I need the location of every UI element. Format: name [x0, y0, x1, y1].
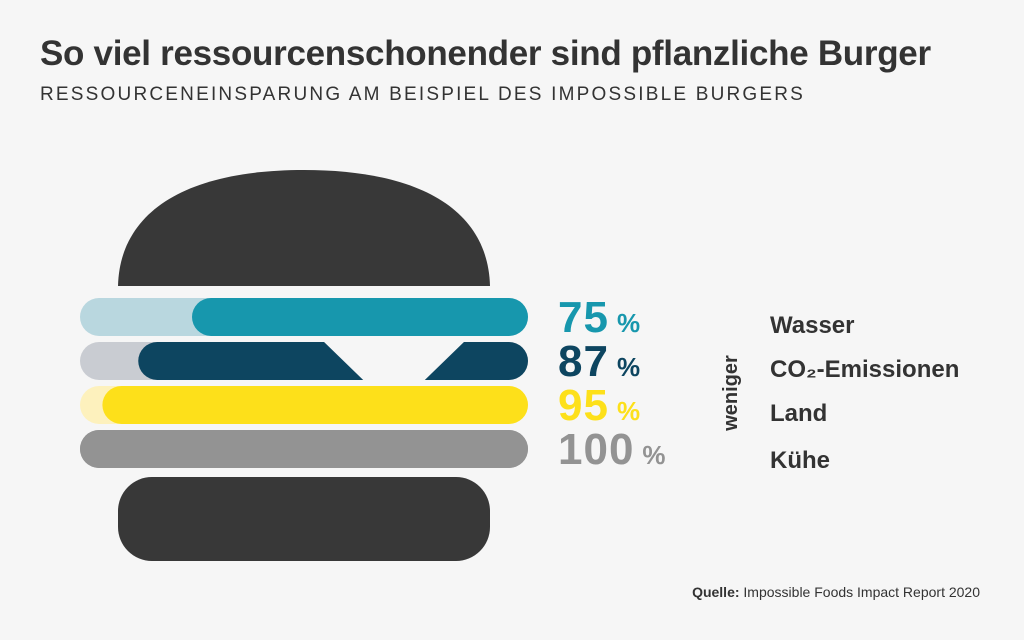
page-subtitle: RESSOURCENEINSPARUNG AM BEISPIEL DES IMP… — [40, 84, 806, 105]
value-number: 75 — [558, 293, 609, 342]
percent-sign: % — [616, 352, 641, 382]
bottom-bun — [118, 477, 490, 561]
category-label-wasser: Wasser — [770, 312, 855, 339]
cheese-notch — [322, 340, 466, 408]
bar-wasser — [192, 298, 528, 336]
value-label-co-emissionen: 87% — [558, 340, 640, 384]
bar-land — [102, 386, 529, 424]
value-label-wasser: 75% — [558, 296, 640, 340]
percent-sign: % — [616, 308, 641, 338]
category-label-k-he: Kühe — [770, 447, 830, 474]
bar-k-he — [80, 430, 528, 468]
weniger-label: weniger — [720, 355, 742, 431]
percent-sign: % — [642, 440, 666, 470]
page-title: So viel ressourcenschonender sind pflanz… — [40, 34, 931, 73]
source-label: Quelle: — [692, 584, 740, 600]
source-text: Impossible Foods Impact Report 2020 — [743, 584, 980, 600]
value-number: 87 — [558, 337, 609, 386]
category-label-land: Land — [770, 400, 828, 427]
value-label-k-he: 100% — [558, 428, 666, 472]
top-bun — [118, 170, 490, 286]
category-label-co-emissionen: CO₂-Emissionen — [770, 356, 960, 383]
value-number: 95 — [558, 381, 609, 430]
percent-sign: % — [616, 396, 641, 426]
value-number: 100 — [558, 425, 635, 474]
value-label-land: 95% — [558, 384, 640, 428]
bar-group — [80, 298, 529, 468]
source-note: Quelle: Impossible Foods Impact Report 2… — [692, 584, 980, 600]
